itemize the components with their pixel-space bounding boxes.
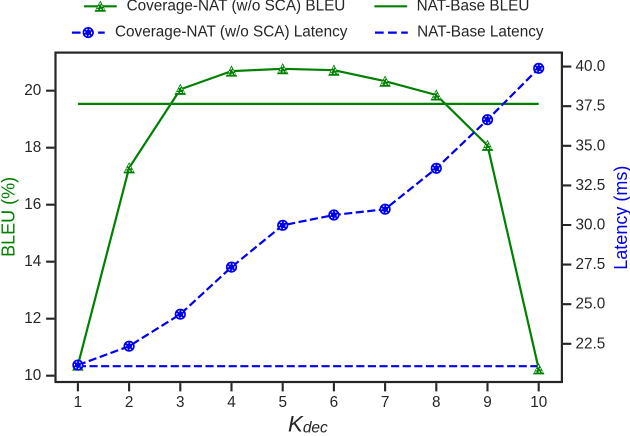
svg-text:NAT-Base BLEU: NAT-Base BLEU bbox=[417, 0, 530, 15]
svg-text:12: 12 bbox=[24, 310, 41, 327]
svg-text:27.5: 27.5 bbox=[576, 256, 606, 273]
svg-text:37.5: 37.5 bbox=[576, 98, 606, 115]
svg-text:35.0: 35.0 bbox=[576, 137, 606, 154]
svg-text:6: 6 bbox=[330, 394, 339, 411]
svg-text:25.0: 25.0 bbox=[576, 296, 606, 313]
svg-text:Coverage-NAT (w/o SCA) Latency: Coverage-NAT (w/o SCA) Latency bbox=[115, 24, 348, 41]
svg-text:8: 8 bbox=[432, 394, 441, 411]
svg-text:9: 9 bbox=[483, 394, 492, 411]
svg-text:Coverage-NAT (w/o SCA) BLEU: Coverage-NAT (w/o SCA) BLEU bbox=[127, 0, 346, 15]
svg-text:10: 10 bbox=[24, 367, 41, 384]
svg-text:20: 20 bbox=[24, 82, 41, 99]
svg-text:7: 7 bbox=[381, 394, 390, 411]
svg-text:BLEU (%): BLEU (%) bbox=[0, 177, 19, 257]
svg-text:5: 5 bbox=[278, 394, 287, 411]
svg-text:40.0: 40.0 bbox=[576, 58, 606, 75]
svg-text:16: 16 bbox=[24, 196, 41, 213]
svg-text:1: 1 bbox=[74, 394, 83, 411]
svg-text:2: 2 bbox=[125, 394, 134, 411]
svg-text:22.5: 22.5 bbox=[576, 335, 606, 352]
svg-text:14: 14 bbox=[24, 253, 42, 270]
svg-text:Latency (ms): Latency (ms) bbox=[611, 166, 630, 270]
svg-text:18: 18 bbox=[24, 139, 41, 156]
svg-text:3: 3 bbox=[176, 394, 185, 411]
svg-text:32.5: 32.5 bbox=[576, 177, 606, 194]
svg-text:10: 10 bbox=[530, 394, 547, 411]
svg-text:NAT-Base Latency: NAT-Base Latency bbox=[417, 24, 544, 41]
svg-text:30.0: 30.0 bbox=[576, 217, 606, 234]
svg-text:4: 4 bbox=[227, 394, 236, 411]
